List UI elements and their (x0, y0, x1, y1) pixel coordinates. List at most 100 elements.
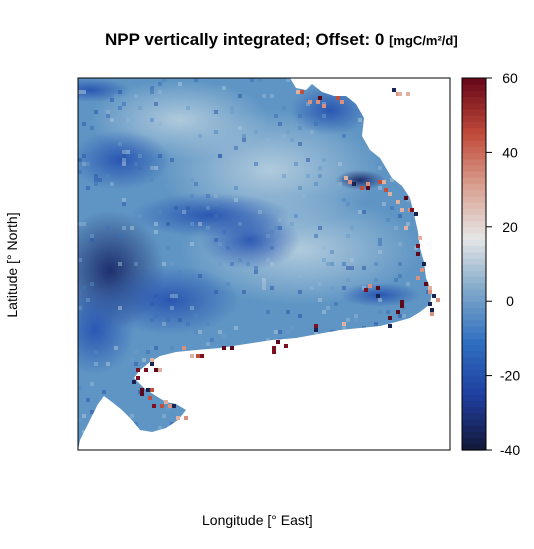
coastal-pixel (376, 286, 380, 290)
field-pixel (234, 146, 238, 150)
field-pixel (338, 162, 342, 166)
field-pixel (86, 162, 90, 166)
coastal-pixel (342, 322, 346, 326)
field-pixel (238, 126, 242, 130)
colorbar: 60 40 20 0 -20 -40 (461, 70, 520, 458)
field-pixel (194, 182, 198, 186)
field-pixel (378, 250, 382, 254)
field-pixel (170, 306, 174, 310)
field-pixel (190, 178, 194, 182)
coastal-pixel (230, 346, 234, 350)
field-pixel (106, 110, 110, 114)
field-pixel (278, 218, 282, 222)
field-pixel (170, 262, 174, 266)
colorbar-segment (462, 338, 486, 346)
colorbar-segment (462, 158, 486, 166)
field-pixel (178, 270, 182, 274)
colorbar-segment (462, 282, 486, 290)
field-pixel (158, 82, 162, 86)
plot-area (78, 78, 450, 450)
field-pixel (82, 90, 86, 94)
field-pixel (354, 314, 358, 318)
field-pixel (318, 298, 322, 302)
coastal-pixel (352, 182, 356, 186)
field-pixel (138, 166, 142, 170)
field-pixel (154, 230, 158, 234)
field-pixel (398, 262, 402, 266)
colorbar-segment (462, 350, 486, 358)
field-pixel (134, 262, 138, 266)
coastal-pixel (150, 388, 154, 392)
field-pixel (342, 326, 346, 330)
colorbar-segment (462, 171, 486, 178)
field-pixel (214, 238, 218, 242)
field-pixel (170, 294, 174, 298)
field-pixel (282, 134, 286, 138)
field-pixel (190, 306, 194, 310)
field-pixel (314, 122, 318, 126)
field-pixel (194, 246, 198, 250)
field-pixel (194, 330, 198, 334)
field-pixel (138, 154, 142, 158)
field-pixel (122, 102, 126, 106)
field-pixel (82, 222, 86, 226)
field-pixel (326, 306, 330, 310)
field-pixel (318, 174, 322, 178)
coastal-pixel (400, 208, 404, 212)
field-pixel (102, 390, 106, 394)
field-pixel (206, 194, 210, 198)
field-pixel (118, 310, 122, 314)
coastal-pixel (322, 104, 326, 108)
colorbar-segment (462, 233, 486, 240)
coastal-pixel (400, 304, 404, 308)
coastal-pixel (416, 252, 420, 256)
field-pixel (186, 206, 190, 210)
coastal-pixel (300, 90, 304, 94)
field-pixel (278, 226, 282, 230)
colorbar-segment (462, 425, 486, 432)
colorbar-segment (462, 78, 486, 85)
field-pixel (174, 294, 178, 298)
colorbar-segment (462, 357, 486, 364)
field-pixel (334, 234, 338, 238)
field-pixel (86, 298, 90, 302)
field-pixel (274, 330, 278, 334)
field-pixel (222, 150, 226, 154)
field-pixel (130, 358, 134, 362)
field-pixel (270, 230, 274, 234)
field-pixel (346, 234, 350, 238)
field-pixel (314, 234, 318, 238)
colorbar-segment (462, 313, 486, 321)
coastal-pixel (416, 276, 420, 280)
field-pixel (218, 262, 222, 266)
field-pixel (206, 322, 210, 326)
field-pixel (302, 194, 306, 198)
field-pixel (350, 226, 354, 230)
coastal-pixel (410, 208, 414, 212)
coastal-pixel (406, 92, 410, 96)
field-pixel (214, 214, 218, 218)
colorbar-segment (462, 276, 486, 284)
field-pixel (146, 350, 150, 354)
field-pixel (214, 194, 218, 198)
field-pixel (298, 142, 302, 146)
field-pixel (130, 414, 134, 418)
field-pixel (158, 210, 162, 214)
field-pixel (110, 98, 114, 102)
coastal-pixel (146, 388, 150, 392)
field-pixel (222, 230, 226, 234)
coastal-pixel (428, 286, 432, 290)
colorbar-segment (462, 257, 486, 265)
field-pixel (306, 158, 310, 162)
colorbar-segment (462, 189, 486, 197)
field-pixel (342, 134, 346, 138)
colorbar-segment (462, 226, 486, 234)
field-pixel (154, 346, 158, 350)
x-axis-label: Longitude [° East] (202, 512, 313, 528)
field-pixel (398, 214, 402, 218)
colorbar-segment (462, 239, 486, 246)
field-pixel (106, 362, 110, 366)
field-pixel (162, 322, 166, 326)
field-pixel (326, 262, 330, 266)
